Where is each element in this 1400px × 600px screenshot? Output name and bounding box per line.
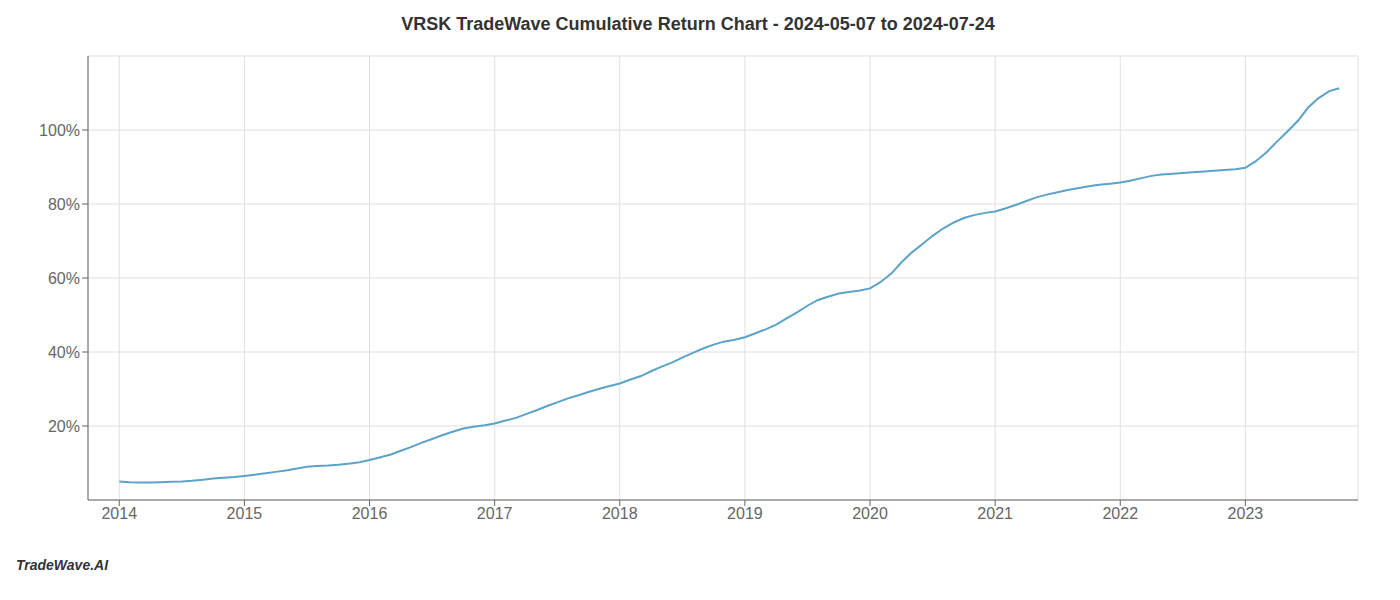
svg-text:2019: 2019: [727, 505, 763, 522]
svg-text:2020: 2020: [852, 505, 888, 522]
svg-text:2015: 2015: [227, 505, 263, 522]
svg-text:2014: 2014: [101, 505, 137, 522]
svg-text:2023: 2023: [1228, 505, 1264, 522]
html-text:VRSK TradeWave Cumulative Retu: VRSK TradeWave Cumulative Return Chart -…: [401, 14, 995, 34]
svg-text:2021: 2021: [977, 505, 1013, 522]
svg-text:2016: 2016: [352, 505, 388, 522]
svg-text:2017: 2017: [477, 505, 513, 522]
svg-text:80%: 80%: [48, 196, 80, 213]
svg-text:2022: 2022: [1102, 505, 1138, 522]
svg-text:2018: 2018: [602, 505, 638, 522]
svg-text:60%: 60%: [48, 270, 80, 287]
svg-text:100%: 100%: [39, 122, 80, 139]
html-text:TradeWave.AI: TradeWave.AI: [16, 557, 109, 573]
svg-text:20%: 20%: [48, 418, 80, 435]
svg-text:40%: 40%: [48, 344, 80, 361]
